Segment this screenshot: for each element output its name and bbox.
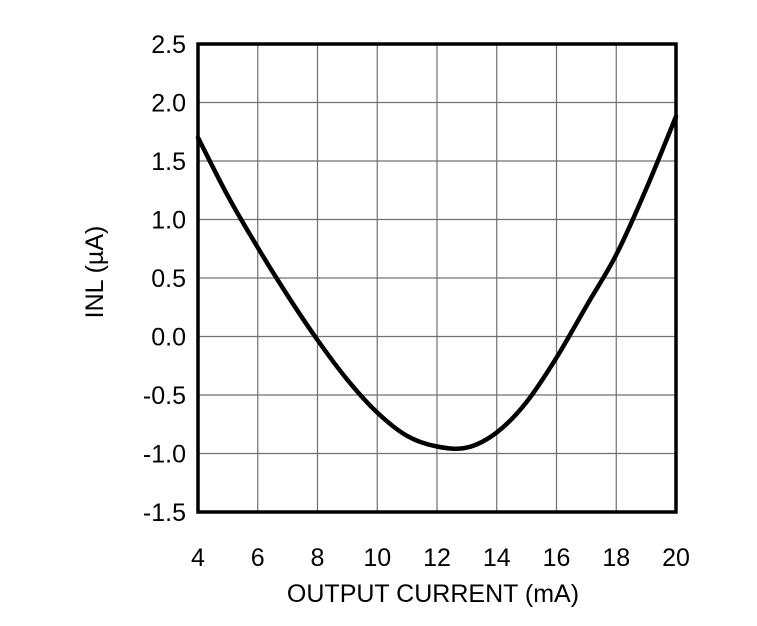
x-tick-labels: 4 6 8 10 12 14 16 18 20: [191, 544, 690, 572]
x-tick-label: 12: [423, 544, 451, 572]
x-tick-label: 8: [311, 544, 325, 572]
y-tick-label: 0.0: [151, 324, 186, 352]
x-tick-label: 10: [363, 544, 391, 572]
y-tick-label: 2.0: [151, 90, 186, 118]
x-tick-label: 16: [543, 544, 571, 572]
y-tick-label: -1.0: [143, 441, 186, 469]
y-axis-title: INL (µA): [81, 226, 109, 319]
plot-frame: [196, 42, 678, 514]
y-tick-label: -0.5: [143, 382, 186, 410]
x-axis-title: OUTPUT CURRENT (mA): [287, 580, 579, 608]
x-tick-label: 18: [602, 544, 630, 572]
y-tick-label: 0.5: [151, 265, 186, 293]
y-tick-label: -1.5: [143, 499, 186, 527]
x-tick-label: 4: [191, 544, 205, 572]
y-tick-label: 2.5: [151, 31, 186, 59]
x-tick-label: 20: [662, 544, 690, 572]
x-tick-label: 6: [251, 544, 265, 572]
y-tick-label: 1.5: [151, 148, 186, 176]
y-tick-labels: -1.5 -1.0 -0.5 0.0 0.5 1.0 1.5 2.0 2.5: [143, 31, 186, 527]
inl-curve: [195, 114, 679, 452]
y-tick-label: 1.0: [151, 207, 186, 235]
x-tick-label: 14: [483, 544, 511, 572]
